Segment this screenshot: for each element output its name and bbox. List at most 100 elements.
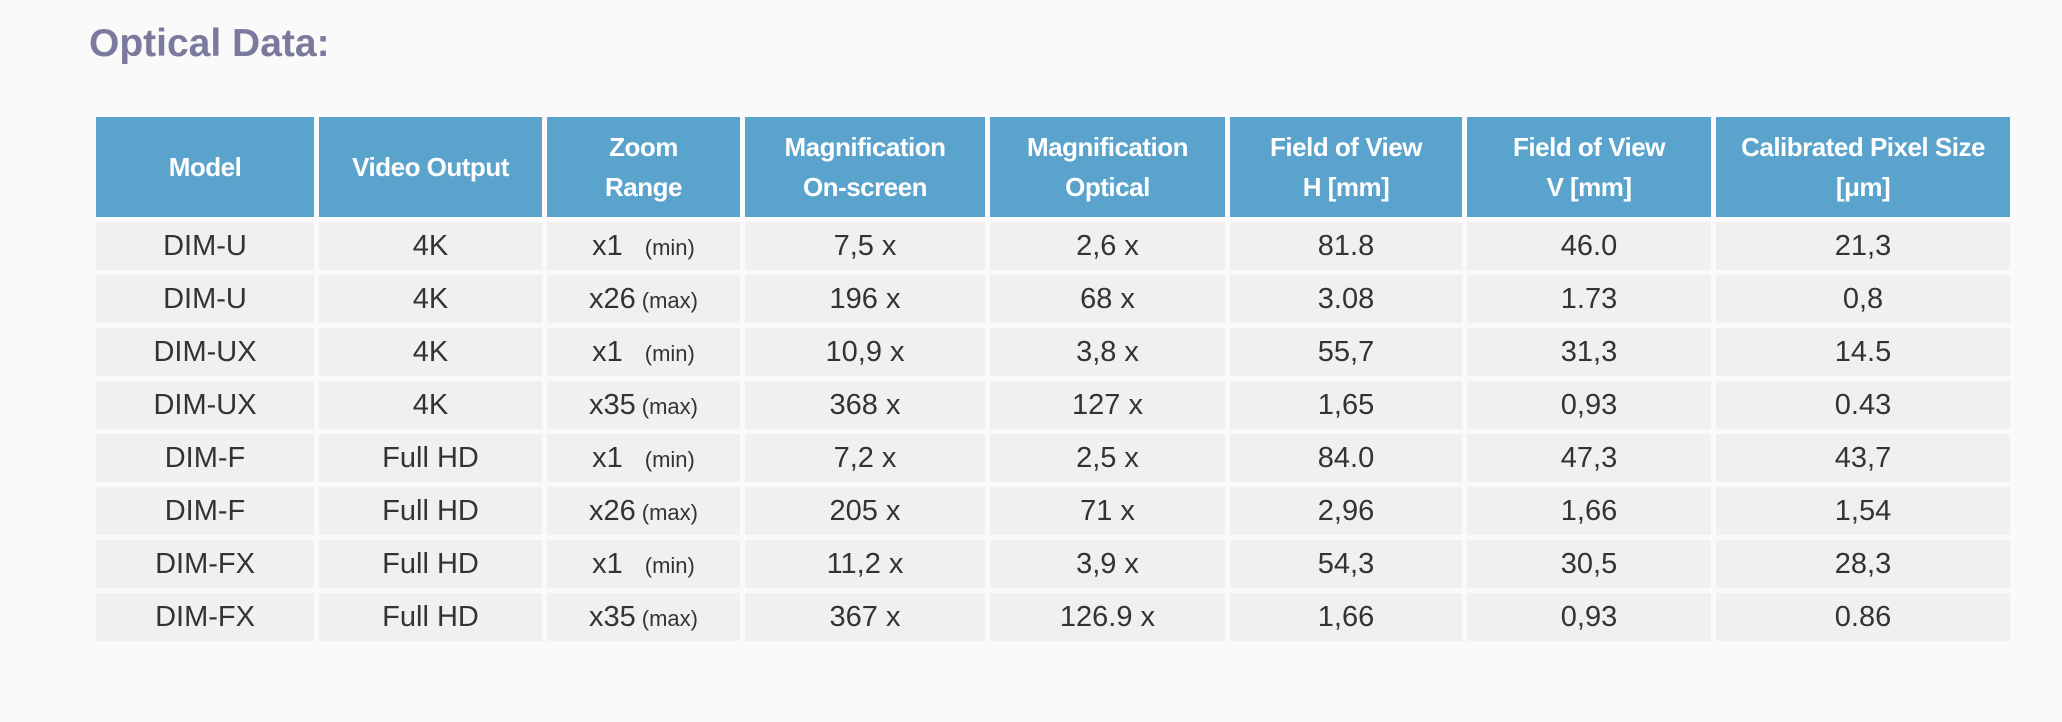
table-cell: 54,3 (1230, 540, 1462, 588)
table-cell: Full HD (319, 434, 542, 482)
table-row: DIM-UX 4K x35 (max) 368 x 127 x 1,65 0,93 0.43 (96, 381, 2010, 429)
table-cell: 127 x (990, 381, 1225, 429)
table-cell: 1,65 (1230, 381, 1462, 429)
table-body: DIM-U 4K x1 (min) 7,5 x 2,6 x 81.8 46.0 21,3 DIM-… (96, 222, 2010, 641)
table-cell: DIM-UX (96, 381, 314, 429)
header-line: Range (605, 172, 682, 202)
table-cell: 2,96 (1230, 487, 1462, 535)
header-line: Magnification (784, 132, 946, 162)
table-cell: Full HD (319, 540, 542, 588)
table-cell: DIM-U (96, 275, 314, 323)
table-cell: 205 x (745, 487, 985, 535)
table-cell: 81.8 (1230, 222, 1462, 270)
table-cell: 7,2 x (745, 434, 985, 482)
table-cell: DIM-F (96, 434, 314, 482)
table-row: DIM-U 4K x1 (min) 7,5 x 2,6 x 81.8 46.0 21,3 (96, 222, 2010, 270)
page-title: Optical Data: (89, 22, 330, 65)
zoom-range: (min) (644, 446, 695, 472)
zoom-cell: x1 (min) (547, 540, 740, 588)
header-line: Optical (1065, 172, 1150, 202)
header-line: Model (168, 152, 242, 182)
table-cell: 0,93 (1467, 593, 1711, 641)
table-row: DIM-U 4K x26 (max) 196 x 68 x 3.08 1.73 0,8 (96, 275, 2010, 323)
table-cell: 55,7 (1230, 328, 1462, 376)
header-line: Field of View (1270, 132, 1422, 162)
table-cell: 126.9 x (990, 593, 1225, 641)
column-header: Video Output (319, 117, 542, 217)
table-row: DIM-F Full HD x26 (max) 205 x 71 x 2,96 1,66 1,5… (96, 487, 2010, 535)
table-cell: 0.43 (1716, 381, 2010, 429)
optical-data-table: Model Video Output Zoom Range Magnification O… (91, 112, 2015, 646)
table-cell: 4K (319, 275, 542, 323)
table-cell: 4K (319, 222, 542, 270)
zoom-cell: x1 (min) (547, 222, 740, 270)
header-line: H [mm] (1302, 172, 1390, 202)
table-cell: 68 x (990, 275, 1225, 323)
zoom-factor: x26 (589, 494, 636, 527)
zoom-factor: x26 (589, 282, 636, 315)
table-cell: 21,3 (1716, 222, 2010, 270)
column-header: Magnification Optical (990, 117, 1225, 217)
table-cell: DIM-FX (96, 593, 314, 641)
column-header: Field of View H [mm] (1230, 117, 1462, 217)
table-cell: 7,5 x (745, 222, 985, 270)
header-line: Zoom (609, 132, 678, 162)
zoom-cell: x26 (max) (547, 275, 740, 323)
column-header: Zoom Range (547, 117, 740, 217)
table-cell: 1,66 (1230, 593, 1462, 641)
table-cell: 368 x (745, 381, 985, 429)
table-cell: 3,9 x (990, 540, 1225, 588)
table-cell: 196 x (745, 275, 985, 323)
header-line: Video Output (352, 152, 509, 182)
zoom-factor: x35 (589, 600, 636, 633)
zoom-range: (min) (644, 234, 695, 260)
zoom-factor: x1 (592, 441, 623, 474)
table-cell: DIM-U (96, 222, 314, 270)
table-cell: 0.86 (1716, 593, 2010, 641)
header-line: V [mm] (1546, 172, 1632, 202)
zoom-factor: x1 (592, 335, 623, 368)
zoom-cell: x35 (max) (547, 381, 740, 429)
table-row: DIM-FX Full HD x1 (min) 11,2 x 3,9 x 54,3 30,5 2… (96, 540, 2010, 588)
table-cell: 4K (319, 328, 542, 376)
table-cell: Full HD (319, 593, 542, 641)
zoom-range: (max) (641, 499, 698, 525)
table-cell: 3,8 x (990, 328, 1225, 376)
table-cell: 28,3 (1716, 540, 2010, 588)
table-cell: 3.08 (1230, 275, 1462, 323)
zoom-cell: x26 (max) (547, 487, 740, 535)
zoom-factor: x1 (592, 229, 623, 262)
table-cell: 71 x (990, 487, 1225, 535)
column-header: Field of View V [mm] (1467, 117, 1711, 217)
zoom-range: (min) (644, 552, 695, 578)
table-cell: 43,7 (1716, 434, 2010, 482)
header-line: Magnification (1026, 132, 1189, 162)
column-header: Magnification On-screen (745, 117, 985, 217)
zoom-factor: x35 (589, 388, 636, 421)
zoom-cell: x1 (min) (547, 434, 740, 482)
table-cell: 31,3 (1467, 328, 1711, 376)
table-row: DIM-F Full HD x1 (min) 7,2 x 2,5 x 84.0 47,3 43,… (96, 434, 2010, 482)
table-cell: 47,3 (1467, 434, 1711, 482)
zoom-range: (min) (644, 340, 695, 366)
zoom-range: (max) (641, 605, 698, 631)
table-cell: 1,66 (1467, 487, 1711, 535)
table-cell: 367 x (745, 593, 985, 641)
zoom-factor: x1 (592, 547, 623, 580)
header-row: Model Video Output Zoom Range Magnification O… (96, 117, 2010, 217)
table-cell: DIM-FX (96, 540, 314, 588)
table-cell: 1,54 (1716, 487, 2010, 535)
table-cell: 84.0 (1230, 434, 1462, 482)
table-cell: 0,93 (1467, 381, 1711, 429)
table-cell: DIM-F (96, 487, 314, 535)
table-cell: 14.5 (1716, 328, 2010, 376)
table-row: DIM-UX 4K x1 (min) 10,9 x 3,8 x 55,7 31,3 14.5 (96, 328, 2010, 376)
table-cell: 11,2 x (745, 540, 985, 588)
table-cell: 1.73 (1467, 275, 1711, 323)
zoom-range: (max) (641, 287, 698, 313)
table-cell: 10,9 x (745, 328, 985, 376)
table-cell: 4K (319, 381, 542, 429)
table-cell: 2,5 x (990, 434, 1225, 482)
